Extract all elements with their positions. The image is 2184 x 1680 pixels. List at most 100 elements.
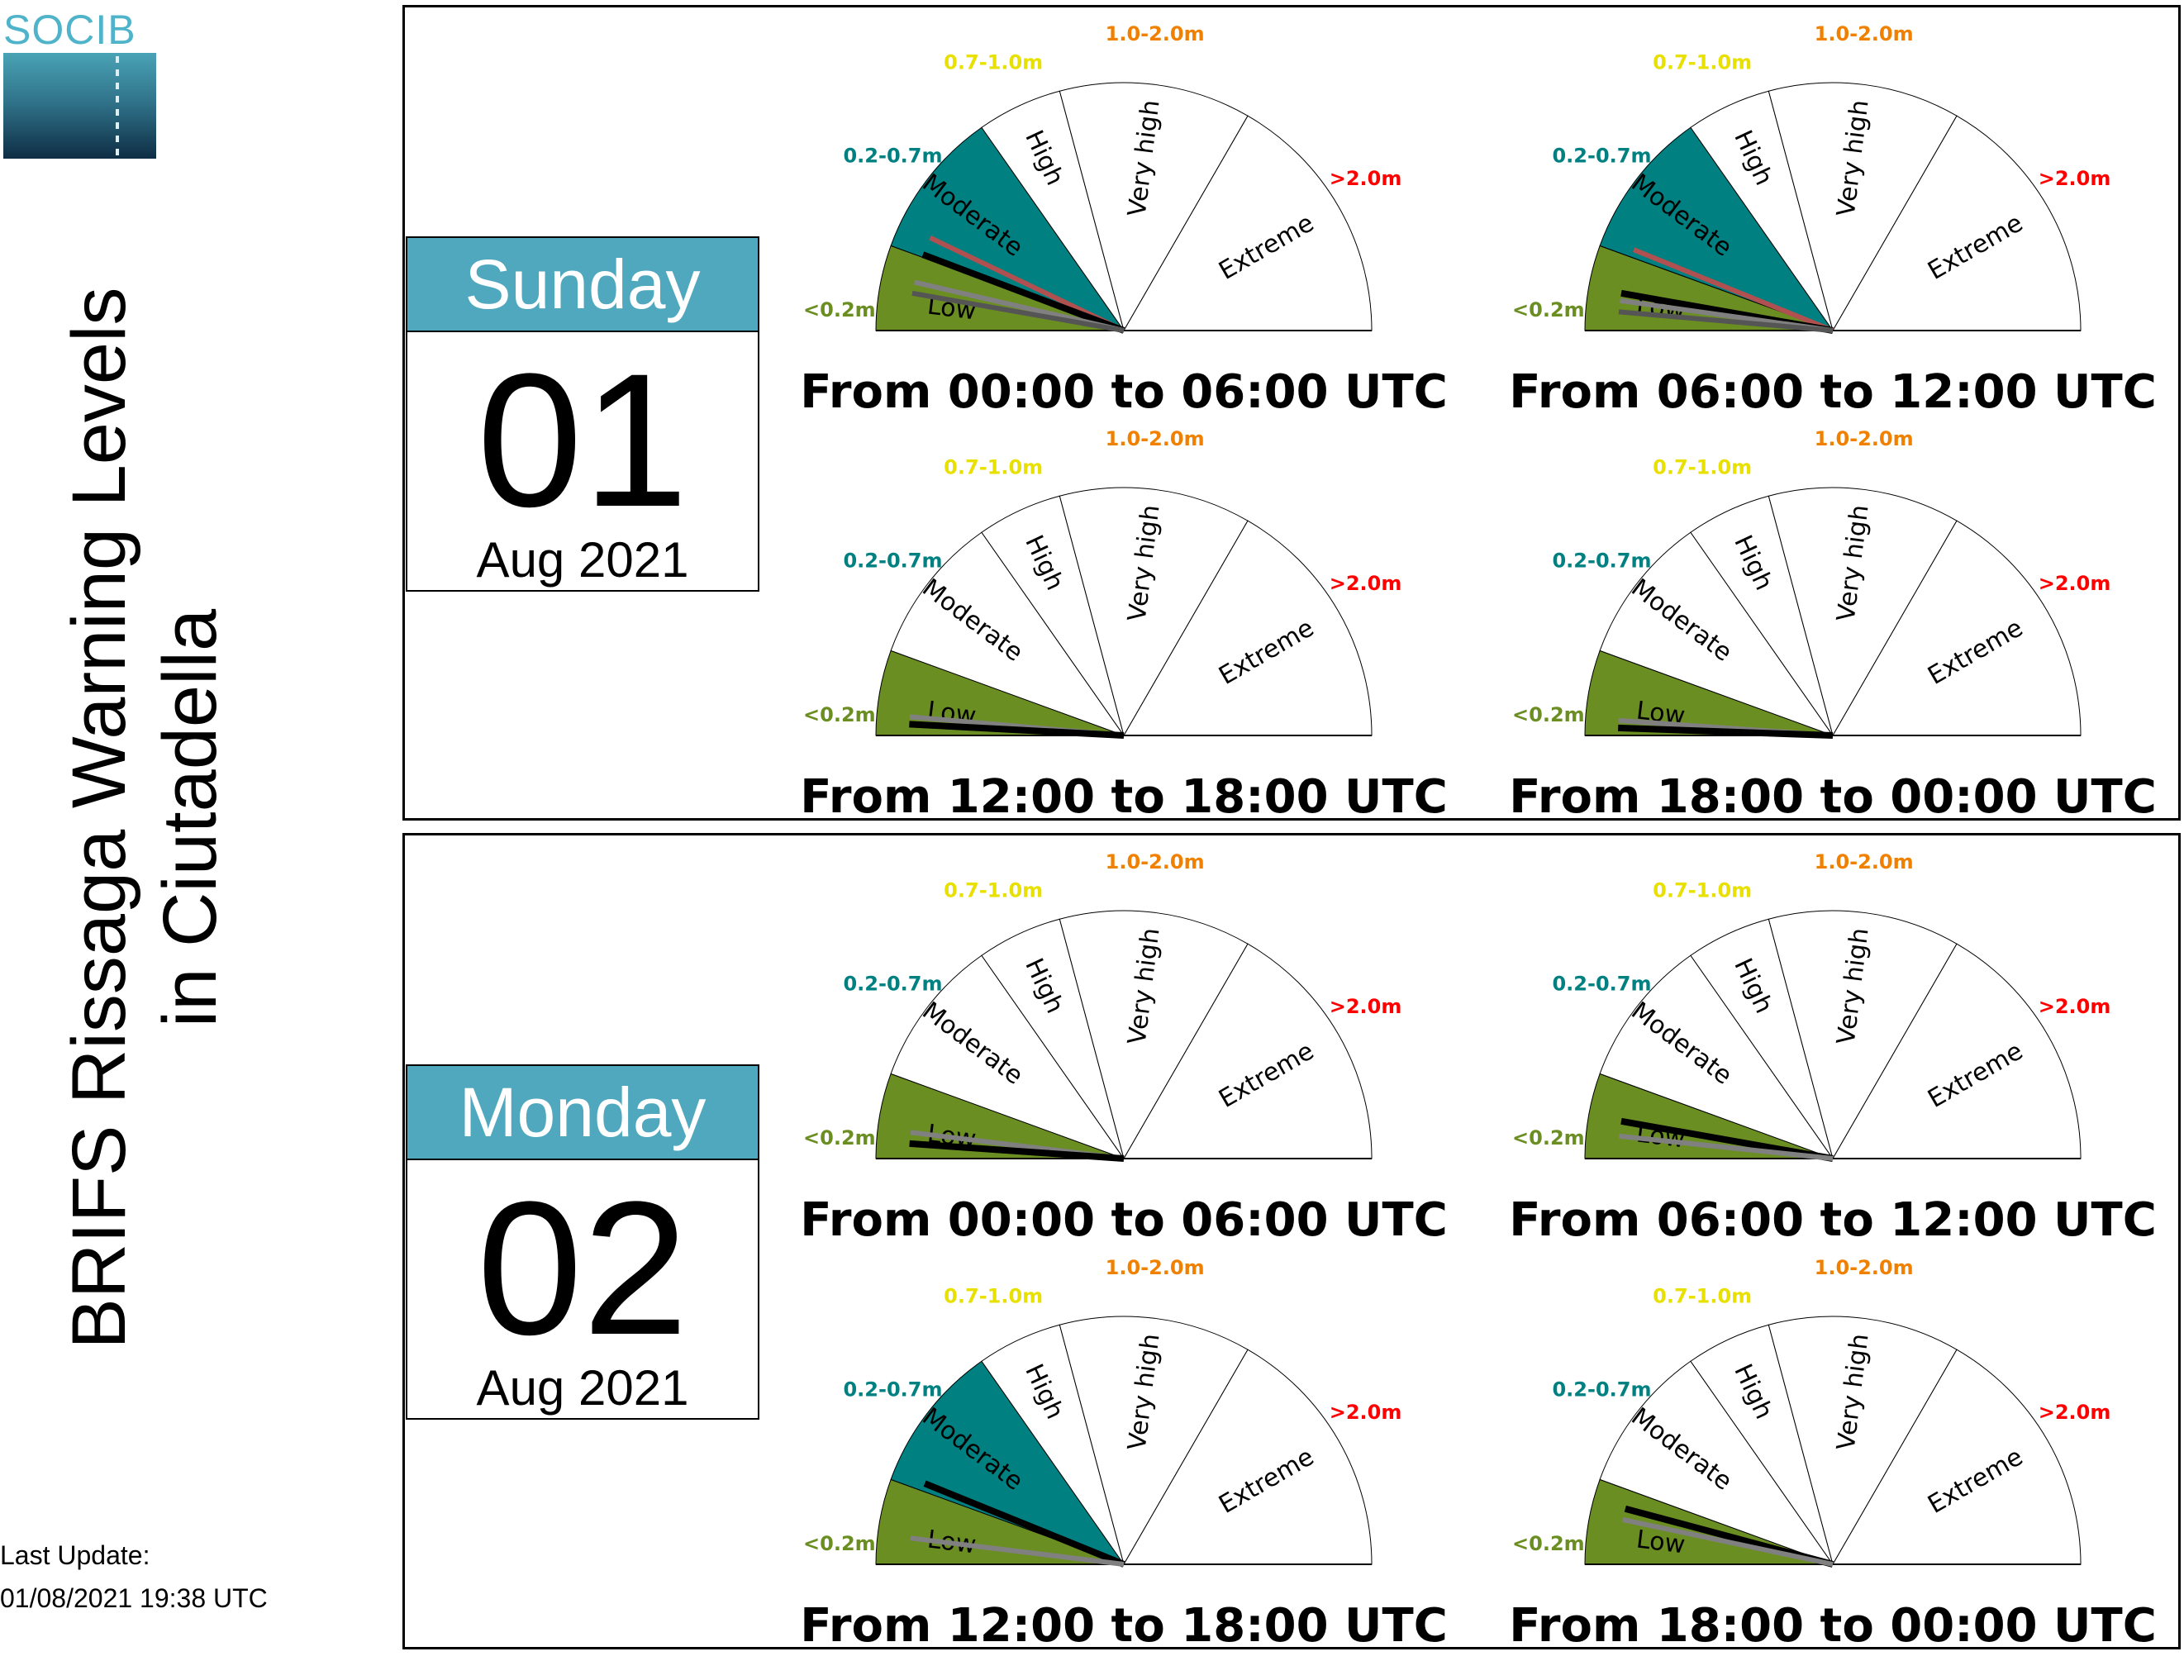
- gauge-needle: [909, 721, 1125, 739]
- gauge-sector-moderate: [1599, 954, 1834, 1160]
- gauge-range-label: >2.0m: [2039, 995, 2111, 1018]
- last-update: Last Update: 01/08/2021 19:38 UTC: [0, 1534, 268, 1620]
- gauge-needle: [910, 1535, 1125, 1567]
- calendar-weekday: Sunday: [407, 238, 758, 332]
- period-label: From 06:00 to 12:00 UTC: [1509, 365, 2157, 419]
- gauge-range-label: 1.0-2.0m: [1106, 1256, 1205, 1279]
- gauge-d0-p2: Low Moderate High Very high Extreme <0.2m 0.2-…: [768, 427, 1479, 851]
- gauge-range-label: 0.2-0.7m: [843, 144, 942, 167]
- gauge-d1-p0: Low Moderate High Very high Extreme <0.2m 0.2-…: [768, 850, 1479, 1274]
- gauge-range-label: >2.0m: [1330, 167, 1402, 190]
- gauge-needle: [1622, 1517, 1834, 1567]
- last-update-label: Last Update:: [0, 1540, 150, 1570]
- title-line-1: BRIFS Rissaga Warning Levels: [57, 287, 141, 1349]
- gauge-needle: [1619, 1133, 1834, 1161]
- gauge-sector-extreme: [1832, 115, 2082, 331]
- gauge-sector-veryhigh: [1768, 487, 1958, 737]
- gauge-range-label: 0.7-1.0m: [1653, 1284, 1752, 1307]
- period-label: From 00:00 to 06:00 UTC: [800, 365, 1448, 419]
- calendar-month-year: Aug 2021: [476, 532, 689, 588]
- gauge-sector-extreme: [1123, 1349, 1373, 1565]
- gauge-range-label: <0.2m: [803, 1126, 876, 1149]
- gauge-sector-extreme: [1832, 1349, 2082, 1565]
- gauge-range-label: 1.0-2.0m: [1815, 427, 1914, 450]
- gauge-range-label: 0.7-1.0m: [944, 1284, 1043, 1307]
- period-label: From 18:00 to 00:00 UTC: [1509, 770, 2157, 824]
- gauge-range-label: <0.2m: [803, 703, 876, 726]
- gauge-range-label: 0.2-0.7m: [843, 972, 942, 995]
- calendar-month-year: Aug 2021: [476, 1360, 689, 1416]
- gauge-range-label: <0.2m: [1512, 703, 1585, 726]
- gauge-range-label: 0.2-0.7m: [843, 1378, 942, 1401]
- gauge-range-label: 0.7-1.0m: [944, 878, 1043, 902]
- gauge-range-label: >2.0m: [1330, 995, 1402, 1018]
- gauge-needle: [909, 1140, 1125, 1162]
- gauge-sector-veryhigh: [1059, 1316, 1249, 1566]
- gauge-sector-veryhigh: [1059, 910, 1249, 1160]
- gauge-d1-p1: Low Moderate High Very high Extreme <0.2m 0.2-…: [1477, 850, 2184, 1274]
- period-label: From 12:00 to 18:00 UTC: [800, 770, 1448, 824]
- gauge-needle: [1620, 1117, 1834, 1162]
- gauge-needle: [911, 290, 1125, 333]
- gauge-sector-moderate: [1599, 531, 1834, 737]
- gauge-range-label: 0.7-1.0m: [1653, 455, 1752, 478]
- gauge-range-label: 1.0-2.0m: [1106, 850, 1205, 873]
- period-label: From 18:00 to 00:00 UTC: [1509, 1599, 2157, 1653]
- gauge-range-label: <0.2m: [1512, 1126, 1585, 1149]
- gauge-sector-extreme: [1123, 115, 1373, 331]
- gauge-range-label: 1.0-2.0m: [1106, 22, 1205, 45]
- calendar-day-1: Sunday 01 Aug 2021: [406, 236, 759, 592]
- period-label: From 06:00 to 12:00 UTC: [1509, 1193, 2157, 1247]
- gauge-sector-extreme: [1832, 943, 2082, 1159]
- gauge-needle: [1632, 247, 1834, 333]
- title-line-2: in Ciutadella: [148, 608, 232, 1028]
- gauge-range-label: >2.0m: [2039, 167, 2111, 190]
- gauge-sector-veryhigh: [1768, 1316, 1958, 1566]
- gauge-range-label: >2.0m: [1330, 572, 1402, 595]
- logo-dash-line: [116, 56, 119, 155]
- gauge-range-label: 0.2-0.7m: [1552, 1378, 1651, 1401]
- day-panel-1: [402, 5, 2181, 821]
- gauge-sector-moderate: [1599, 1360, 1834, 1566]
- calendar-day-number: 01: [477, 334, 688, 546]
- gauge-range-label: 0.7-1.0m: [944, 455, 1043, 478]
- logo-graphic: [3, 53, 156, 159]
- gauge-needle: [1618, 724, 1834, 739]
- gauge-needle: [921, 251, 1125, 334]
- gauge-sector-veryhigh: [1059, 82, 1249, 332]
- calendar-weekday: Monday: [407, 1066, 758, 1160]
- gauge-range-label: 0.7-1.0m: [1653, 50, 1752, 74]
- gauge-range-label: 1.0-2.0m: [1106, 427, 1205, 450]
- gauge-d1-p2: Low Moderate High Very high Extreme <0.2m 0.2-…: [768, 1256, 1479, 1680]
- gauge-range-label: >2.0m: [2039, 572, 2111, 595]
- day-panel-2: [402, 833, 2181, 1649]
- gauge-d1-p3: Low Moderate High Very high Extreme <0.2m 0.2-…: [1477, 1256, 2184, 1680]
- gauge-range-label: >2.0m: [2039, 1401, 2111, 1424]
- gauge-range-label: >2.0m: [1330, 1401, 1402, 1424]
- gauge-sector-veryhigh: [1768, 82, 1958, 332]
- gauge-range-label: 0.2-0.7m: [1552, 144, 1651, 167]
- gauge-range-label: 1.0-2.0m: [1815, 1256, 1914, 1279]
- gauge-range-label: <0.2m: [803, 298, 876, 321]
- gauge-range-label: <0.2m: [1512, 1532, 1585, 1555]
- gauge-range-label: 0.2-0.7m: [1552, 549, 1651, 572]
- gauge-sector-extreme: [1123, 943, 1373, 1159]
- gauge-range-label: 0.2-0.7m: [1552, 972, 1651, 995]
- gauge-sector-veryhigh: [1768, 910, 1958, 1160]
- gauge-sector-moderate: [890, 126, 1125, 332]
- gauge-range-label: 1.0-2.0m: [1815, 850, 1914, 873]
- gauge-needle: [923, 1480, 1125, 1568]
- gauge-sector-veryhigh: [1059, 487, 1249, 737]
- period-label: From 12:00 to 18:00 UTC: [800, 1599, 1448, 1653]
- gauge-d0-p0: Low Moderate High Very high Extreme <0.2m 0.2-…: [768, 22, 1479, 446]
- socib-logo: SOCIB: [3, 5, 156, 159]
- gauge-sector-moderate: [1599, 126, 1834, 332]
- gauge-needle: [1618, 309, 1834, 333]
